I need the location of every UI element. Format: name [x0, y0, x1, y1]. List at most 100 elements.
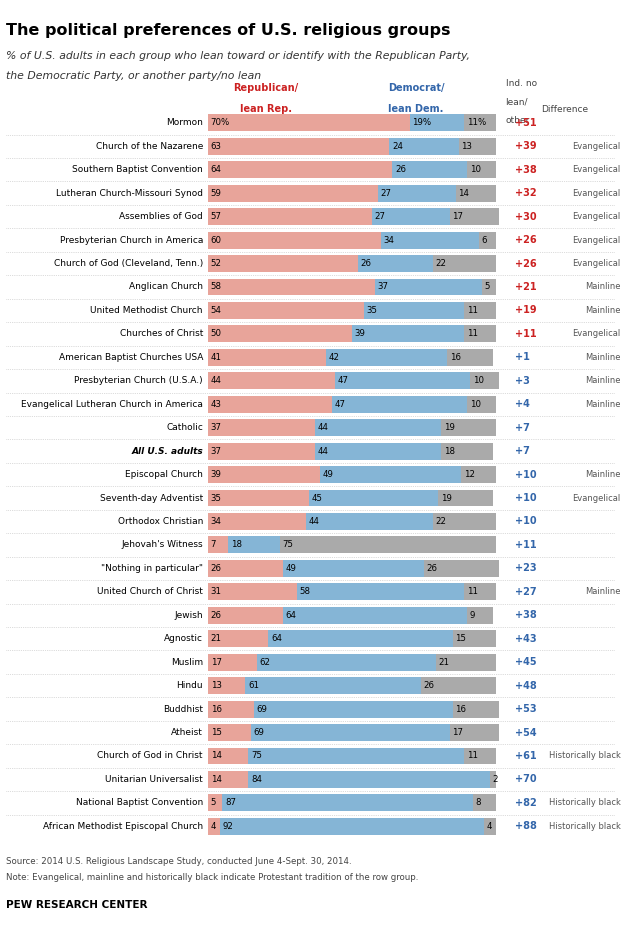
Text: Note: Evangelical, mainline and historically black indicate Protestant tradition: Note: Evangelical, mainline and historic… — [6, 873, 419, 882]
Text: Presbyterian Church in America: Presbyterian Church in America — [60, 235, 203, 244]
Bar — [248, 771, 490, 788]
Bar — [467, 607, 493, 624]
Text: Unitarian Universalist: Unitarian Universalist — [105, 775, 203, 784]
Bar — [208, 395, 332, 413]
Bar — [458, 138, 496, 155]
Text: +1: +1 — [515, 352, 530, 362]
Bar — [433, 255, 496, 272]
Text: 75: 75 — [283, 541, 294, 549]
Text: 44: 44 — [317, 446, 328, 456]
Text: Evangelical: Evangelical — [573, 330, 621, 338]
Text: 49: 49 — [285, 564, 296, 573]
Bar — [246, 677, 421, 694]
Text: +61: +61 — [515, 751, 537, 761]
Text: +48: +48 — [515, 681, 537, 691]
Bar — [208, 513, 306, 530]
Text: +51: +51 — [515, 118, 537, 128]
Text: +23: +23 — [515, 563, 537, 573]
Text: 50: 50 — [211, 330, 221, 338]
Text: 49: 49 — [323, 470, 333, 479]
Text: Mainline: Mainline — [586, 376, 621, 385]
Text: 13: 13 — [211, 682, 221, 690]
Text: "Nothing in particular": "Nothing in particular" — [101, 564, 203, 573]
Bar — [456, 185, 496, 202]
Text: 14: 14 — [458, 189, 469, 197]
Bar — [321, 466, 461, 483]
Bar — [465, 747, 496, 764]
Bar — [208, 607, 283, 624]
Bar — [223, 795, 473, 811]
Text: % of U.S. adults in each group who lean toward or identify with the Republican P: % of U.S. adults in each group who lean … — [6, 51, 470, 61]
Text: 15: 15 — [456, 634, 467, 644]
Bar — [465, 115, 496, 131]
Bar — [283, 560, 424, 577]
Text: 11%: 11% — [467, 119, 486, 128]
Text: Evangelical: Evangelical — [573, 189, 621, 197]
Text: Mainline: Mainline — [586, 400, 621, 408]
Text: 47: 47 — [337, 376, 348, 385]
Text: 60: 60 — [211, 235, 221, 244]
Bar — [381, 232, 479, 248]
Bar — [315, 443, 442, 459]
Text: +19: +19 — [515, 306, 537, 316]
Text: 4: 4 — [487, 821, 493, 831]
Bar — [390, 138, 459, 155]
Text: +11: +11 — [515, 540, 537, 550]
Text: 92: 92 — [222, 821, 233, 831]
Text: 19: 19 — [441, 494, 452, 503]
Bar — [470, 372, 499, 389]
Bar — [332, 395, 467, 413]
Text: 5: 5 — [211, 798, 216, 807]
Text: 22: 22 — [435, 259, 446, 268]
Bar — [252, 724, 450, 741]
Bar — [208, 583, 297, 600]
Text: 64: 64 — [285, 611, 296, 619]
Text: 9: 9 — [470, 611, 475, 619]
Text: 70%: 70% — [211, 119, 230, 128]
Text: 19: 19 — [444, 423, 454, 432]
Text: 17: 17 — [452, 728, 463, 737]
Bar — [248, 747, 465, 764]
Text: 13: 13 — [461, 142, 472, 151]
Text: +30: +30 — [515, 212, 537, 221]
Bar — [208, 185, 378, 202]
Text: Churches of Christ: Churches of Christ — [120, 330, 203, 338]
Text: +88: +88 — [515, 821, 537, 832]
Text: Mormon: Mormon — [166, 119, 203, 128]
Text: +53: +53 — [515, 704, 537, 714]
Text: 22: 22 — [435, 517, 446, 526]
Bar — [269, 631, 453, 647]
Bar — [467, 395, 496, 413]
Text: 87: 87 — [225, 798, 236, 807]
Text: 16: 16 — [456, 705, 467, 714]
Text: Seventh-day Adventist: Seventh-day Adventist — [100, 494, 203, 503]
Bar — [438, 490, 493, 507]
Text: +21: +21 — [515, 282, 537, 292]
Text: 21: 21 — [211, 634, 221, 644]
Text: Historically black: Historically black — [549, 798, 621, 807]
Bar — [450, 208, 499, 225]
Text: Hindu: Hindu — [176, 682, 203, 690]
Text: 26: 26 — [211, 564, 221, 573]
Text: 69: 69 — [257, 705, 268, 714]
Text: Muslim: Muslim — [171, 657, 203, 667]
Text: +10: +10 — [515, 517, 537, 527]
Text: 17: 17 — [452, 212, 463, 221]
Text: Lutheran Church-Missouri Synod: Lutheran Church-Missouri Synod — [56, 189, 203, 197]
Text: 4: 4 — [211, 821, 216, 831]
Text: +38: +38 — [515, 165, 537, 175]
Bar — [208, 795, 223, 811]
Text: 45: 45 — [312, 494, 323, 503]
Text: Episcopal Church: Episcopal Church — [125, 470, 203, 479]
Bar — [298, 583, 465, 600]
Text: Mainline: Mainline — [586, 306, 621, 315]
Text: 14: 14 — [211, 775, 221, 784]
Text: Mainline: Mainline — [586, 587, 621, 596]
Text: 62: 62 — [260, 657, 271, 667]
Text: Evangelical: Evangelical — [573, 165, 621, 174]
Text: +38: +38 — [515, 610, 537, 620]
Bar — [484, 818, 496, 834]
Text: Evangelical Lutheran Church in America: Evangelical Lutheran Church in America — [21, 400, 203, 408]
Text: Mainline: Mainline — [586, 282, 621, 292]
Text: +32: +32 — [515, 188, 537, 198]
